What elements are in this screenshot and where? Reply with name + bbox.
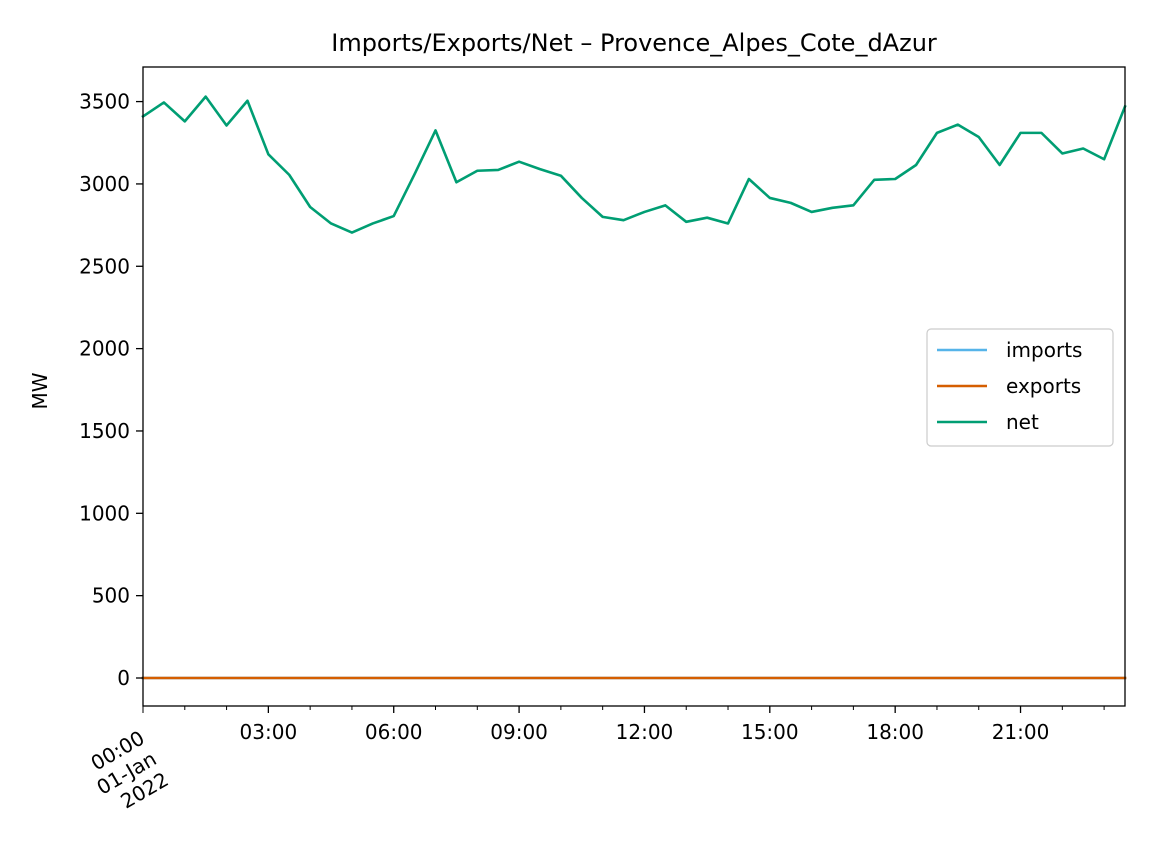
legend-label-exports: exports [1006,374,1081,398]
y-tick-label: 1500 [79,419,130,443]
series-line-net [141,95,1127,234]
y-tick-label: 3000 [79,172,130,196]
legend-label-net: net [1006,410,1039,434]
y-axis-ticks: 0 500 1000 1500 2000 2500 3000 3500 [79,90,143,690]
chart-title: Imports/Exports/Net – Provence_Alpes_Cot… [331,29,937,57]
x-tick-label: 12:00 [616,720,674,744]
y-tick-label: 500 [92,584,130,608]
y-tick-label: 1000 [79,501,130,525]
x-tick-label: 15:00 [741,720,799,744]
x-tick-label: 06:00 [365,720,423,744]
y-tick-label: 2500 [79,254,130,278]
y-tick-label: 3500 [79,90,130,114]
plot-frame [142,66,1126,707]
y-tick-label: 2000 [79,337,130,361]
x-tick-label: 18:00 [866,720,924,744]
legend-box [926,328,1114,447]
series-layer [141,95,1127,680]
x-tick-label: 03:00 [240,720,298,744]
legend: imports exports net [926,328,1114,447]
y-tick-label: 0 [117,666,130,690]
legend-label-imports: imports [1006,338,1082,362]
x-axis-ticks: 03:00 06:00 09:00 12:00 15:00 18:00 21:0000:00… [87,706,1105,813]
x-tick-label: 09:00 [490,720,548,744]
x-tick-label: 21:00 [992,720,1050,744]
y-axis-label: MW [28,372,52,409]
